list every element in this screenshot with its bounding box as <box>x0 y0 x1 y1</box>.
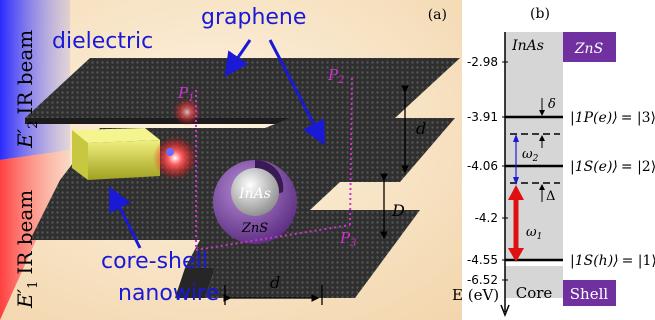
dim-D: D <box>391 201 405 220</box>
omega1-arrow-head-up <box>508 185 524 200</box>
dielectric-label: dielectric <box>52 29 153 54</box>
tick-e0: -2.98 <box>467 55 498 69</box>
inas-label: InAs <box>511 38 544 54</box>
dot-emission-glow <box>153 136 197 180</box>
svg-text:E′1IR beam: E′1IR beam <box>13 190 41 309</box>
core-label: InAs <box>238 186 271 202</box>
omega2-arrow-head-up <box>513 134 519 142</box>
dim-d-bottom: d <box>270 273 280 292</box>
omega1-label: ω1 <box>526 225 542 242</box>
nanowire-body <box>88 140 160 180</box>
core-bottom-block <box>505 266 563 298</box>
beam-bottom-label: E′1IR beam <box>13 190 41 309</box>
point-p1: P1 <box>177 84 194 104</box>
panel-b-label: (b) <box>530 6 550 22</box>
state-3: |1P(e)⟩ = |3⟩ <box>570 110 655 126</box>
tick-e5: -6.52 <box>467 273 498 287</box>
point-p2: P2 <box>327 66 344 86</box>
shell-bottom-block <box>563 280 616 306</box>
panel-a-label: (a) <box>428 7 447 23</box>
omega1-arrow-head-down <box>508 248 524 262</box>
zns-label: ZnS <box>574 41 603 57</box>
core-label-b: Core <box>516 284 553 302</box>
shell-label-b: Shell <box>570 285 609 303</box>
energy-axis-arrow <box>500 304 510 318</box>
graphene-glow <box>173 98 201 126</box>
beam-top-label: E′2IR beam <box>13 30 41 149</box>
graphene-label: graphene <box>201 5 306 30</box>
quantum-dot <box>166 148 174 156</box>
tick-e1: -3.91 <box>467 110 498 124</box>
core-shell-label: core-shell <box>101 249 208 274</box>
pointer-arrows <box>109 39 325 249</box>
svg-text:E′2IR beam: E′2IR beam <box>13 30 41 149</box>
dimension-lines <box>223 85 409 305</box>
delta-label: δ <box>548 97 556 112</box>
omega2-label: ω2 <box>522 147 539 164</box>
tick-e4: -4.55 <box>467 253 498 267</box>
graphene-step <box>175 268 215 298</box>
graphene-top-sheet <box>25 58 460 118</box>
inas-core <box>231 168 279 216</box>
omega2-arrow-head-down <box>513 177 519 185</box>
tick-e3: -4.2 <box>475 211 498 225</box>
shell-top-block <box>563 32 616 62</box>
state-2: |1S(e)⟩ = |2⟩ <box>570 159 655 175</box>
energy-axis-label: E (eV) <box>452 286 499 304</box>
tick-e2: -4.06 <box>467 159 498 173</box>
nanowire-label: nanowire <box>118 281 219 306</box>
shell-label: ZnS <box>241 221 268 236</box>
energy-tick-labels: -2.98 -3.91 -4.06 -4.2 -4.55 -6.52 <box>467 55 498 287</box>
state-labels: |1P(e)⟩ = |3⟩ |1S(e)⟩ = |2⟩ |1S(h)⟩ = |1⟩ <box>570 110 655 269</box>
state-1: |1S(h)⟩ = |1⟩ <box>570 253 655 269</box>
nanowire-end <box>72 130 88 180</box>
nanowire-top <box>72 128 160 143</box>
path-markers <box>195 74 353 251</box>
point-p3: P3 <box>339 229 356 249</box>
dim-d-top: d <box>416 119 426 138</box>
Delta-label: Δ <box>546 189 555 204</box>
